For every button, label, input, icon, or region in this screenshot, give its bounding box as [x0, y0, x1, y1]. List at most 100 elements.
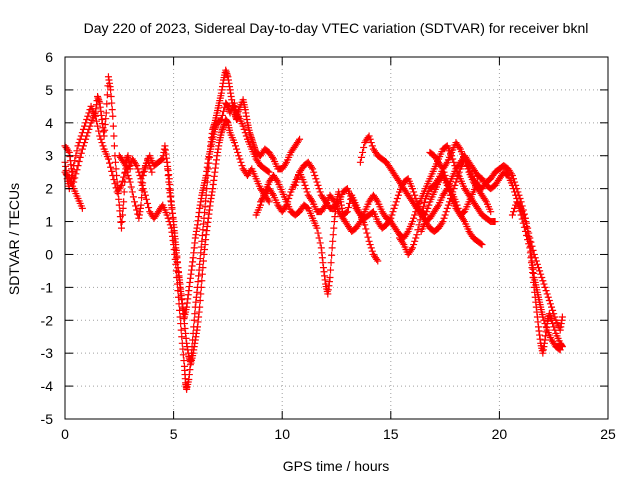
- data-point: [129, 193, 137, 201]
- data-point: [454, 204, 462, 212]
- data-point: [327, 259, 335, 267]
- data-point: [103, 91, 111, 99]
- chart-title: Day 220 of 2023, Sidereal Day-to-day VTE…: [84, 20, 589, 36]
- data-point: [74, 142, 82, 150]
- series-arc8: [256, 158, 482, 232]
- data-point: [140, 188, 148, 196]
- data-point: [232, 142, 240, 150]
- data-point: [411, 211, 419, 219]
- data-point: [264, 167, 272, 175]
- data-point: [134, 165, 142, 173]
- data-point: [411, 191, 419, 199]
- series-arc13: [426, 148, 486, 249]
- data-point: [147, 165, 155, 173]
- data-point: [240, 125, 248, 133]
- data-point: [69, 167, 77, 175]
- data-point: [433, 176, 441, 184]
- data-point: [237, 158, 245, 166]
- data-point: [407, 246, 415, 254]
- data-point: [389, 208, 397, 216]
- series-arc5: [137, 66, 273, 393]
- data-point: [356, 158, 364, 166]
- data-point: [126, 178, 134, 186]
- data-point: [491, 218, 499, 226]
- data-point: [188, 343, 196, 351]
- data-point: [71, 157, 79, 165]
- data-point: [120, 188, 128, 196]
- data-point: [188, 349, 196, 357]
- data-point: [120, 173, 128, 181]
- data-point: [357, 153, 365, 161]
- data-point: [119, 177, 127, 185]
- data-point: [281, 203, 289, 211]
- data-point: [108, 99, 116, 107]
- data-point: [177, 326, 185, 334]
- data-point: [238, 162, 246, 170]
- data-point: [310, 168, 318, 176]
- x-tick-label: 15: [383, 426, 399, 442]
- data-point: [418, 207, 426, 215]
- data-point: [487, 208, 495, 216]
- y-tick-label: 3: [45, 148, 53, 164]
- data-point: [520, 214, 528, 222]
- data-point: [95, 127, 103, 135]
- data-point: [508, 181, 516, 189]
- data-point: [326, 273, 334, 281]
- data-point: [316, 239, 324, 247]
- data-point: [132, 160, 140, 168]
- data-point: [544, 293, 552, 301]
- data-point: [191, 310, 199, 318]
- data-point: [230, 139, 238, 147]
- data-point: [107, 92, 115, 100]
- data-point: [416, 216, 424, 224]
- data-point: [294, 137, 302, 145]
- data-point: [138, 171, 146, 179]
- data-point: [367, 139, 375, 147]
- data-point: [103, 100, 111, 108]
- data-point: [537, 270, 545, 278]
- data-point: [148, 168, 156, 176]
- data-point: [158, 156, 166, 164]
- data-point: [117, 224, 125, 232]
- data-point: [329, 196, 337, 204]
- data-point: [98, 139, 106, 147]
- data-point: [285, 195, 293, 203]
- data-point: [512, 191, 520, 199]
- series-arc1: [61, 73, 134, 232]
- data-point: [374, 257, 382, 265]
- x-tick-label: 5: [170, 426, 178, 442]
- data-point: [165, 218, 173, 226]
- data-point: [92, 117, 100, 125]
- data-point: [419, 203, 427, 211]
- data-point: [548, 316, 556, 324]
- series-arc9: [291, 142, 499, 242]
- data-point: [217, 116, 225, 124]
- data-point: [518, 208, 526, 216]
- data-point: [76, 153, 84, 161]
- data-point: [107, 86, 115, 94]
- data-point: [393, 195, 401, 203]
- data-point: [546, 300, 554, 308]
- data-point: [481, 196, 489, 204]
- data-point: [388, 211, 396, 219]
- data-point: [510, 185, 518, 193]
- data-point: [139, 185, 147, 193]
- data-point: [409, 185, 417, 193]
- data-point: [516, 203, 524, 211]
- data-point: [72, 152, 80, 160]
- data-point: [536, 267, 544, 275]
- data-point: [97, 135, 105, 143]
- data-point: [403, 229, 411, 237]
- data-point: [85, 109, 93, 117]
- data-point: [373, 255, 381, 263]
- data-point: [538, 273, 546, 281]
- data-point: [541, 320, 549, 328]
- data-point: [454, 171, 462, 179]
- data-point: [116, 183, 124, 191]
- data-point: [73, 166, 81, 174]
- data-point: [355, 219, 363, 227]
- data-point: [443, 204, 451, 212]
- data-point: [360, 144, 368, 151]
- data-point: [545, 297, 553, 305]
- data-point: [556, 346, 564, 354]
